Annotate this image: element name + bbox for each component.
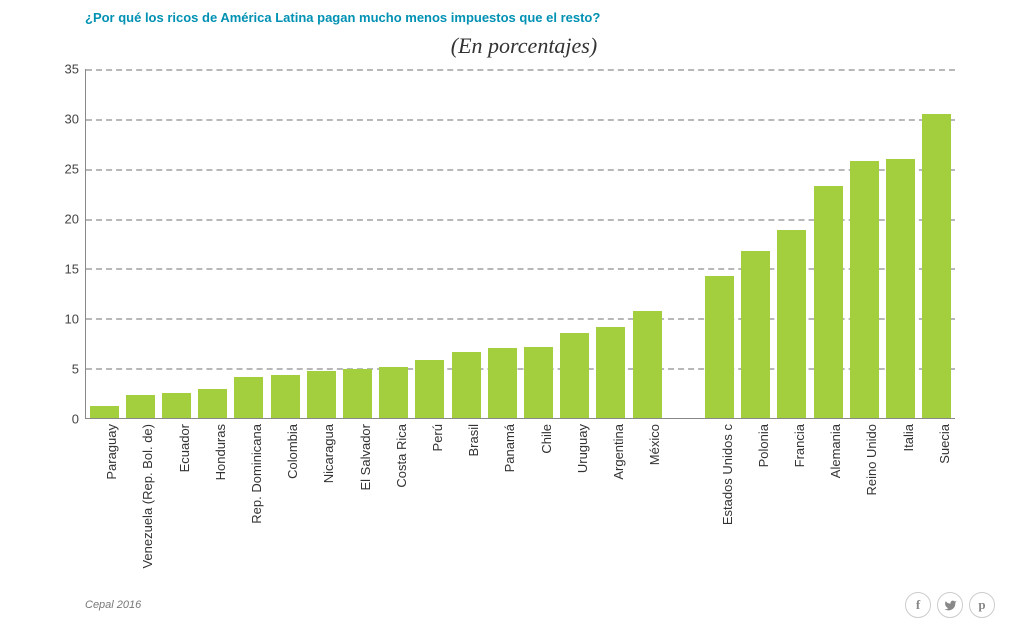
bar-slot [412, 69, 448, 418]
chart-subtitle: (En porcentajes) [85, 33, 963, 59]
bar [162, 393, 191, 418]
bar [741, 251, 770, 418]
bar [198, 389, 227, 418]
bar-slot [448, 69, 484, 418]
bar-slot [629, 69, 665, 418]
bar [343, 369, 372, 418]
bar [633, 311, 662, 418]
x-axis-label: Argentina [611, 424, 626, 480]
x-axis-label: El Salvador [358, 424, 373, 490]
bars-container [86, 69, 955, 418]
facebook-icon: f [916, 597, 920, 613]
bar-slot [86, 69, 122, 418]
x-axis-label: Alemania [828, 424, 843, 478]
bar [850, 161, 879, 418]
bar-slot [339, 69, 375, 418]
bar [307, 371, 336, 418]
bar [452, 352, 481, 418]
x-axis-label: México [647, 424, 662, 465]
x-axis-label: Paraguay [104, 424, 119, 480]
y-tick-label: 0 [72, 412, 79, 427]
chart-area: 05101520253035 ParaguayVenezuela (Rep. B… [85, 69, 955, 419]
footer: Cepal 2016 f p [85, 592, 995, 618]
x-axis-label: Suecia [937, 424, 952, 464]
bar-slot [267, 69, 303, 418]
bar-slot [919, 69, 955, 418]
y-tick-label: 10 [65, 312, 79, 327]
x-axis-label: Venezuela (Rep. Bol. de) [140, 424, 155, 569]
bar [234, 377, 263, 418]
x-axis-label: Francia [792, 424, 807, 467]
bar [415, 360, 444, 418]
bar [126, 395, 155, 418]
x-axis-label: Reino Unido [864, 424, 879, 496]
pinterest-share-button[interactable]: p [969, 592, 995, 618]
bar [379, 367, 408, 418]
x-axis-label: Chile [539, 424, 554, 454]
y-tick-label: 20 [65, 212, 79, 227]
x-axis-label: Panamá [502, 424, 517, 472]
bar-slot [122, 69, 158, 418]
x-axis-label: Honduras [213, 424, 228, 480]
chart-source: Cepal 2016 [85, 599, 141, 611]
bar [90, 406, 119, 418]
bar-slot [738, 69, 774, 418]
bar-slot [376, 69, 412, 418]
bar-slot [810, 69, 846, 418]
bar-slot [665, 69, 701, 418]
bar-slot [882, 69, 918, 418]
x-axis-label: Italia [901, 424, 916, 451]
bar [524, 347, 553, 418]
chart-plot: ParaguayVenezuela (Rep. Bol. de)EcuadorH… [85, 69, 955, 419]
bar-slot [846, 69, 882, 418]
x-axis-label: Nicaragua [321, 424, 336, 483]
x-axis-label: Uruguay [575, 424, 590, 473]
bar-slot [774, 69, 810, 418]
y-tick-label: 25 [65, 162, 79, 177]
x-axis-label: Brasil [466, 424, 481, 457]
x-axis-label: Rep. Dominicana [249, 424, 264, 524]
bar [814, 186, 843, 418]
bar-slot [520, 69, 556, 418]
x-axis-label: Estados Unidos c [720, 424, 735, 525]
y-tick-label: 15 [65, 262, 79, 277]
bar [705, 276, 734, 418]
x-axis-label: Ecuador [177, 424, 192, 472]
facebook-share-button[interactable]: f [905, 592, 931, 618]
article-headline[interactable]: ¿Por qué los ricos de América Latina pag… [85, 10, 963, 25]
x-axis-label: Perú [430, 424, 445, 451]
bar-slot [593, 69, 629, 418]
bar [596, 327, 625, 418]
bar-slot [484, 69, 520, 418]
x-axis-label: Polonia [756, 424, 771, 467]
y-tick-label: 35 [65, 62, 79, 77]
share-bar: f p [905, 592, 995, 618]
twitter-share-button[interactable] [937, 592, 963, 618]
pinterest-icon: p [978, 597, 985, 613]
bar [271, 375, 300, 418]
bar-slot [303, 69, 339, 418]
x-axis-label: Costa Rica [394, 424, 409, 488]
twitter-icon [944, 599, 957, 612]
y-axis: 05101520253035 [51, 69, 85, 419]
bar-slot [195, 69, 231, 418]
bar [777, 230, 806, 418]
bar-slot [158, 69, 194, 418]
bar [488, 348, 517, 418]
bar [922, 114, 951, 418]
bar-slot [701, 69, 737, 418]
bar [560, 333, 589, 418]
y-tick-label: 30 [65, 112, 79, 127]
x-axis-label: Colombia [285, 424, 300, 479]
bar-slot [231, 69, 267, 418]
bar [886, 159, 915, 418]
y-tick-label: 5 [72, 362, 79, 377]
bar-slot [557, 69, 593, 418]
